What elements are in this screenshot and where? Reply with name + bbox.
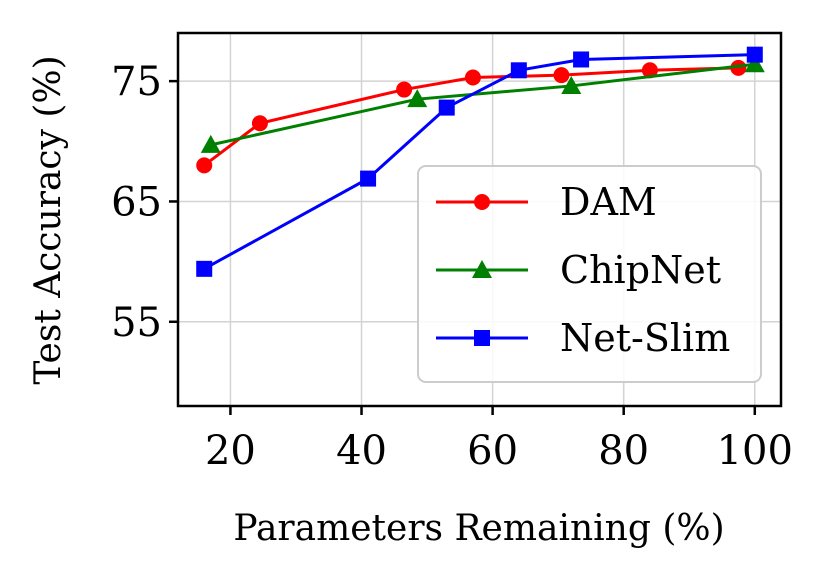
series-line-chipnet <box>210 62 755 147</box>
x-tick-label: 40 <box>336 428 387 474</box>
plot-frame <box>176 31 783 408</box>
data-point-net-slim <box>360 170 377 187</box>
legend-item-chipnet: ChipNet <box>436 248 721 292</box>
x-tick-label: 80 <box>598 428 649 474</box>
data-point-dam <box>196 157 213 174</box>
y-tick-label: 55 <box>111 300 162 346</box>
series-layer <box>196 46 765 277</box>
legend-swatch-marker <box>474 194 490 210</box>
legend-label: DAM <box>560 180 657 224</box>
x-tick-label: 100 <box>717 428 793 474</box>
data-point-dam <box>641 62 658 79</box>
legend-swatch-marker <box>472 260 492 278</box>
series-dam <box>196 59 747 174</box>
x-axis-title: Parameters Remaining (%) <box>233 508 724 549</box>
data-point-dam <box>251 115 268 132</box>
y-tick-label: 75 <box>111 59 162 105</box>
y-tick-label: 65 <box>111 179 162 225</box>
ticks: 20 40 60 80 100 55 65 75 <box>111 59 793 474</box>
series-chipnet <box>200 54 765 153</box>
legend-item-net-slim: Net-Slim <box>436 316 730 360</box>
legend-label: Net-Slim <box>560 316 730 360</box>
data-point-chipnet <box>561 75 582 94</box>
legend-items: DAM ChipNet Net-Slim <box>436 180 730 360</box>
legend-label: ChipNet <box>560 248 721 292</box>
data-point-dam <box>553 67 570 84</box>
data-point-chipnet <box>407 89 428 108</box>
series-line-net-slim <box>203 53 755 271</box>
data-point-net-slim <box>510 62 527 79</box>
data-point-net-slim <box>438 99 455 116</box>
legend-item-dam: DAM <box>436 180 657 224</box>
series-net-slim <box>196 46 763 277</box>
x-tick-label: 60 <box>467 428 518 474</box>
data-point-dam <box>464 69 481 86</box>
data-point-chipnet <box>744 54 765 73</box>
legend-swatch-marker <box>474 330 490 346</box>
data-point-net-slim <box>746 46 763 63</box>
legend: DAM ChipNet Net-Slim <box>417 165 762 383</box>
data-point-chipnet <box>200 134 221 153</box>
y-axis-title: Test Accuracy (%) <box>28 55 69 384</box>
data-point-net-slim <box>573 51 590 68</box>
x-tick-label: 20 <box>205 428 256 474</box>
legend-box <box>417 165 762 383</box>
data-point-net-slim <box>196 260 213 277</box>
data-point-dam <box>396 81 413 98</box>
data-point-dam <box>730 59 747 76</box>
